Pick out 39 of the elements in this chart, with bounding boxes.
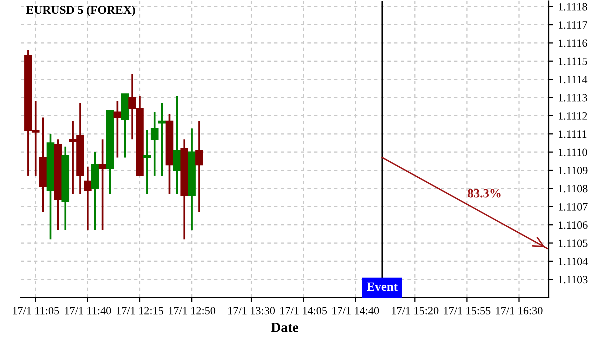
y-tick-label: 1.1103: [559, 276, 588, 284]
chart-title: EURUSD 5 (FOREX): [26, 6, 136, 17]
x-tick-label: 17/1 14:40: [332, 307, 380, 315]
y-tick-label: 1.1104: [559, 258, 588, 266]
y-tick-label: 1.1109: [559, 166, 588, 175]
candlestick: [196, 120, 204, 214]
candlestick: [91, 151, 100, 232]
y-tick-label: 1.1107: [559, 203, 588, 211]
y-tick-label: 1.1114: [559, 76, 588, 84]
candlestick: [144, 130, 152, 196]
y-tick-label: 1.1118: [559, 3, 588, 11]
y-tick-label: 1.1116: [559, 40, 588, 48]
x-tick-label: 17/1 11:05: [13, 307, 60, 315]
ref-line-label: Event: [367, 282, 398, 292]
y-tick-label: 1.1113: [559, 94, 588, 102]
candlestick: [98, 138, 107, 232]
candlestick: [84, 166, 92, 232]
x-tick-label: 17/1 16:30: [496, 307, 543, 315]
x-tick-label: 17/1 12:50: [169, 307, 216, 315]
x-tick-label: 17/1 12:15: [117, 307, 164, 315]
x-tick-label: 17/1 15:55: [444, 307, 491, 315]
y-tick-label: 1.1110: [559, 148, 588, 156]
y-tick-label: 1.1105: [559, 240, 588, 248]
y-tick-label: 1.1108: [559, 185, 588, 193]
y-tick-label: 1.1115: [559, 58, 588, 66]
y-tick-label: 1.1112: [559, 112, 588, 120]
y-tick-label: 1.1111: [559, 130, 587, 138]
candlestick: [114, 100, 122, 159]
y-tick-label: 1.1106: [559, 222, 588, 230]
annotation: 83.3%: [468, 189, 501, 198]
x-tick-label: 17/1 11:40: [65, 307, 112, 315]
x-tick-label: 17/1 14:05: [280, 307, 328, 315]
x-tick-label: 17/1 15:20: [392, 307, 439, 315]
candlestick: [158, 102, 166, 177]
candlestick: [150, 111, 159, 177]
candlestick: [173, 95, 182, 196]
x-axis-title: Date: [271, 323, 299, 332]
x-tick-label: 17/1 13:30: [228, 307, 276, 315]
y-tick-label: 1.1117: [559, 22, 588, 30]
